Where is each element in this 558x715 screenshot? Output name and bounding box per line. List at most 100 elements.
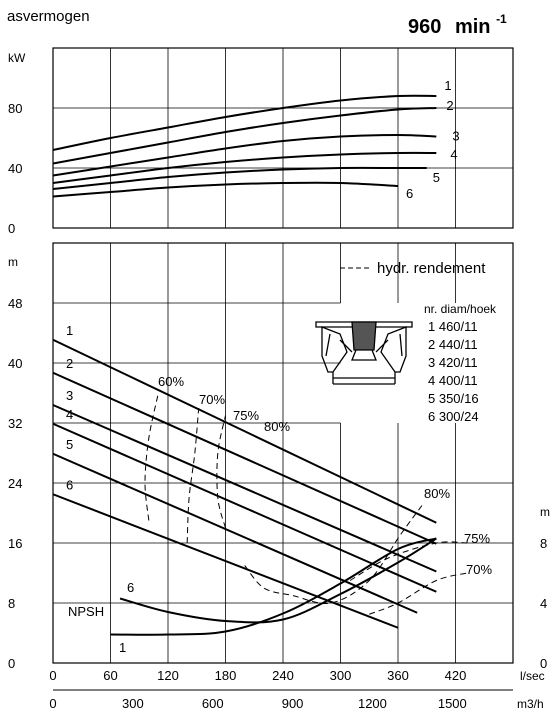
efficiency-label: 80% [264,419,290,434]
head-curve-label: 6 [66,477,73,492]
power-curve-label: 6 [406,186,413,201]
flow-m3h-tick-label: 1500 [438,696,467,711]
flow-lsec-unit: l/sec [520,669,545,683]
power-curve-2 [52,107,437,165]
efficiency-contour [216,415,226,529]
head-tick-label: 0 [8,656,15,671]
npsh-curve-label-6: 6 [127,580,134,595]
efficiency-label: 80% [424,486,450,501]
power-curve-1 [52,94,437,151]
flow-lsec-tick-label: 0 [49,668,56,683]
flow-lsec-tick-label: 60 [103,668,117,683]
legend-row: 1 460/11 [428,319,478,334]
head-curve-label: 1 [66,323,73,338]
flow-m3h-tick-labels: 0 300 600 900 1200 1500 [49,696,466,711]
flow-lsec-tick-labels: 0 60 120 180 240 300 360 420 [49,668,466,683]
flow-lsec-tick-label: 360 [387,668,409,683]
legend: hydr. rendement nr. diam/hoek 1 460/11 2 … [340,260,497,424]
efficiency-contour [186,407,200,544]
legend-rows: 1 460/11 2 440/11 3 420/11 4 400/11 5 350/16… [428,319,479,424]
flow-lsec-tick-label: 300 [330,668,352,683]
flow-lsec-tick-label: 180 [215,668,237,683]
power-panel: kW 0 40 80 1 2 3 45 6 [8,47,514,236]
head-curve-5 [52,452,418,614]
efficiency-label: 75% [464,531,490,546]
npsh-curve-label-1: 1 [119,640,126,655]
head-curve-label: 2 [66,356,73,371]
power-curves [52,94,437,198]
speed-label: 960 min -1 [408,12,507,38]
legend-table-header: nr. diam/hoek [424,302,497,316]
power-curve-labels: 1 2 3 45 6 [406,78,460,201]
flow-m3h-tick-label: 1200 [358,696,387,711]
efficiency-label: 70% [199,392,225,407]
legend-row: 3 420/11 [428,355,478,370]
head-tick-label: 48 [8,296,22,311]
efficiency-labels: 60% 70% 75% 80% 80% 75% 70% [158,374,492,577]
efficiency-contour [369,572,468,615]
legend-row: 4 400/11 [428,373,478,388]
power-curve-5 [52,166,427,190]
impeller-icon [315,321,413,385]
power-grid [53,48,513,228]
efficiency-label: 75% [233,408,259,423]
power-curve-4 [52,151,437,184]
power-tick-label: 0 [8,221,15,236]
npsh-curves [110,537,437,636]
power-curve-label: 3 [452,129,459,144]
head-curve-label: 4 [66,407,73,422]
flow-m3h-tick-label: 0 [49,696,56,711]
head-frame [52,242,514,664]
head-tick-label: 24 [8,476,22,491]
head-curve-2 [52,371,437,545]
power-curve-6 [52,181,399,198]
legend-dashed-label: hydr. rendement [377,260,486,277]
npsh-unit-label: m [540,505,550,519]
power-curve-label: 1 [444,78,451,93]
legend-row: 5 350/16 [428,391,479,406]
npsh-tick-label: 8 [540,536,547,551]
head-tick-labels: 0 8 16 24 32 40 48 [8,296,22,671]
efficiency-contour [144,392,159,521]
head-curve-label: 3 [66,388,73,403]
head-curve-label: 5 [66,437,73,452]
flow-lsec-tick-label: 240 [272,668,294,683]
head-tick-label: 8 [8,596,15,611]
power-unit-label: kW [8,51,26,65]
efficiency-label: 60% [158,374,184,389]
head-curve-1 [52,338,437,524]
speed-value: 960 [408,16,441,38]
power-tick-label: 40 [8,161,22,176]
speed-exponent: -1 [496,12,507,26]
chart-title: asvermogen [7,8,90,25]
head-curve-3 [52,404,437,573]
power-curve-label: 5 [433,170,440,185]
flow-m3h-tick-label: 300 [122,696,144,711]
head-unit-label: m [8,255,18,269]
power-curve-label: 4 [450,147,457,162]
legend-row: 6 300/24 [428,409,479,424]
flow-m3h-unit: m3/h [517,697,544,711]
efficiency-contours [144,392,468,615]
npsh-label: NPSH [68,604,104,619]
head-tick-label: 40 [8,356,22,371]
efficiency-label: 70% [466,562,492,577]
head-curve-6 [52,493,399,629]
power-curve-label: 2 [446,98,453,113]
power-curve-3 [52,133,437,177]
speed-unit: min [455,16,491,38]
head-curve-labels: 1 2 3 4 5 6 [66,323,73,493]
power-tick-labels: 0 40 80 [8,101,22,236]
head-tick-label: 32 [8,416,22,431]
flow-m3h-tick-label: 600 [202,696,224,711]
power-frame [52,47,514,229]
legend-row: 2 440/11 [428,337,478,352]
power-tick-label: 80 [8,101,22,116]
npsh-curve [119,537,437,624]
npsh-tick-label: 4 [540,596,547,611]
head-tick-label: 16 [8,536,22,551]
npsh-tick-label: 0 [540,656,547,671]
npsh-tick-labels: 0 4 8 [540,536,547,671]
